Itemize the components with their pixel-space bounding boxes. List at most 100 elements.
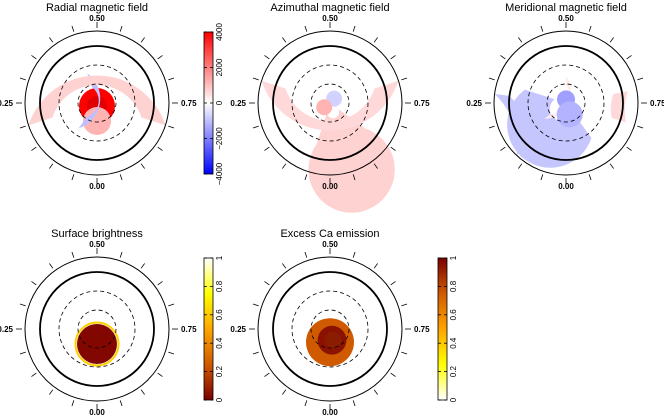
phase-tick — [252, 303, 259, 307]
phase-label-bottom: 0.00 — [558, 182, 574, 191]
phase-tick — [500, 146, 506, 151]
phase-tick — [31, 146, 37, 151]
latitude-60-circle — [77, 309, 117, 349]
phase-tick — [71, 251, 75, 258]
phase-tick — [637, 125, 644, 129]
phase-tick — [540, 25, 544, 32]
phase-label-left: 0.25 — [230, 325, 246, 334]
phase-tick — [264, 146, 270, 151]
phase-tick — [119, 174, 123, 181]
phase-tick — [626, 55, 632, 60]
phase-tick — [157, 146, 163, 151]
phase-tick — [168, 125, 175, 129]
map-features — [306, 318, 354, 367]
phase-tick — [168, 77, 175, 81]
feature-blob — [556, 101, 583, 128]
phase-tick — [518, 163, 523, 169]
latitude-30-circle — [58, 64, 136, 142]
phase-label-top: 0.50 — [89, 14, 105, 23]
feature-band — [494, 93, 528, 156]
latitude-60-circle — [77, 83, 117, 123]
panel-title: Meridional magnetic field — [505, 2, 627, 14]
phase-tick — [19, 351, 26, 355]
phase-tick — [401, 351, 408, 355]
phase-tick — [373, 163, 378, 169]
feature-band — [610, 91, 628, 123]
phase-tick — [157, 281, 163, 286]
phase-tick — [390, 55, 396, 60]
phase-label-top: 0.50 — [89, 240, 105, 249]
colorbar-tick-label: 0.6 — [449, 309, 458, 321]
colorbar-tick-label: 0.8 — [449, 280, 458, 292]
phase-label-top: 0.50 — [322, 14, 338, 23]
latitude-60-circle — [546, 83, 586, 123]
phase-label-right: 0.75 — [650, 99, 664, 108]
phase-tick — [19, 303, 26, 307]
latitude-30-circle — [58, 290, 136, 368]
phase-tick — [49, 389, 54, 395]
phase-tick — [140, 263, 145, 269]
phase-tick — [518, 37, 523, 43]
equator-circle — [508, 45, 624, 161]
phase-tick — [264, 281, 270, 286]
phase-tick — [282, 263, 287, 269]
phase-tick — [168, 351, 175, 355]
phase-tick — [609, 37, 614, 43]
feature-blob — [316, 99, 333, 116]
phase-tick — [588, 25, 592, 32]
feature-blob — [83, 107, 111, 135]
phase-tick — [119, 400, 123, 407]
panel-title: Excess Ca emission — [280, 228, 379, 240]
phase-tick — [390, 372, 396, 377]
phase-tick — [71, 400, 75, 407]
colorbar-tick-label: 0.8 — [215, 280, 224, 292]
colorbar-tick-label: −4000 — [215, 162, 224, 185]
map-features — [28, 73, 166, 135]
latitude-30-circle — [527, 64, 605, 142]
phase-tick — [304, 174, 308, 181]
phase-tick — [19, 125, 26, 129]
map-features — [261, 80, 399, 213]
phase-label-left: 0.25 — [230, 99, 246, 108]
phase-tick — [352, 400, 356, 407]
colorbar-tick-label: 1 — [215, 255, 224, 260]
outer-circle — [24, 256, 170, 402]
phase-tick — [264, 372, 270, 377]
phase-label-left: 0.25 — [466, 99, 482, 108]
phase-tick — [304, 251, 308, 258]
feature-blob-core — [324, 331, 342, 349]
phase-tick — [31, 281, 37, 286]
phase-tick — [140, 37, 145, 43]
phase-label-left: 0.25 — [0, 99, 14, 108]
phase-label-right: 0.75 — [414, 325, 430, 334]
phase-tick — [140, 163, 145, 169]
colorbar — [437, 257, 448, 401]
phase-tick — [31, 55, 37, 60]
colorbar-tick-label: 0.2 — [449, 365, 458, 377]
phase-tick — [373, 37, 378, 43]
colorbar-tick-label: 0 — [215, 100, 224, 105]
phase-tick — [252, 351, 259, 355]
phase-tick — [252, 77, 259, 81]
phase-tick — [282, 163, 287, 169]
feature-band — [261, 80, 399, 131]
feature-band — [78, 73, 101, 129]
colorbar-tick-label: 0.4 — [449, 337, 458, 349]
phase-tick — [401, 125, 408, 129]
phase-label-bottom: 0.00 — [322, 182, 338, 191]
colorbar-tick-label: 0.6 — [215, 309, 224, 321]
outer-circle — [257, 30, 403, 176]
phase-tick — [390, 281, 396, 286]
colorbar-tick-label: 0 — [215, 397, 224, 402]
phase-label-top: 0.50 — [558, 14, 574, 23]
colorbar-tick-label: 0.2 — [215, 365, 224, 377]
phase-label-left: 0.25 — [0, 325, 14, 334]
panel-title: Surface brightness — [51, 228, 143, 240]
panel-title: Radial magnetic field — [46, 2, 148, 14]
phase-tick — [168, 303, 175, 307]
colorbar — [203, 257, 214, 401]
phase-tick — [49, 263, 54, 269]
